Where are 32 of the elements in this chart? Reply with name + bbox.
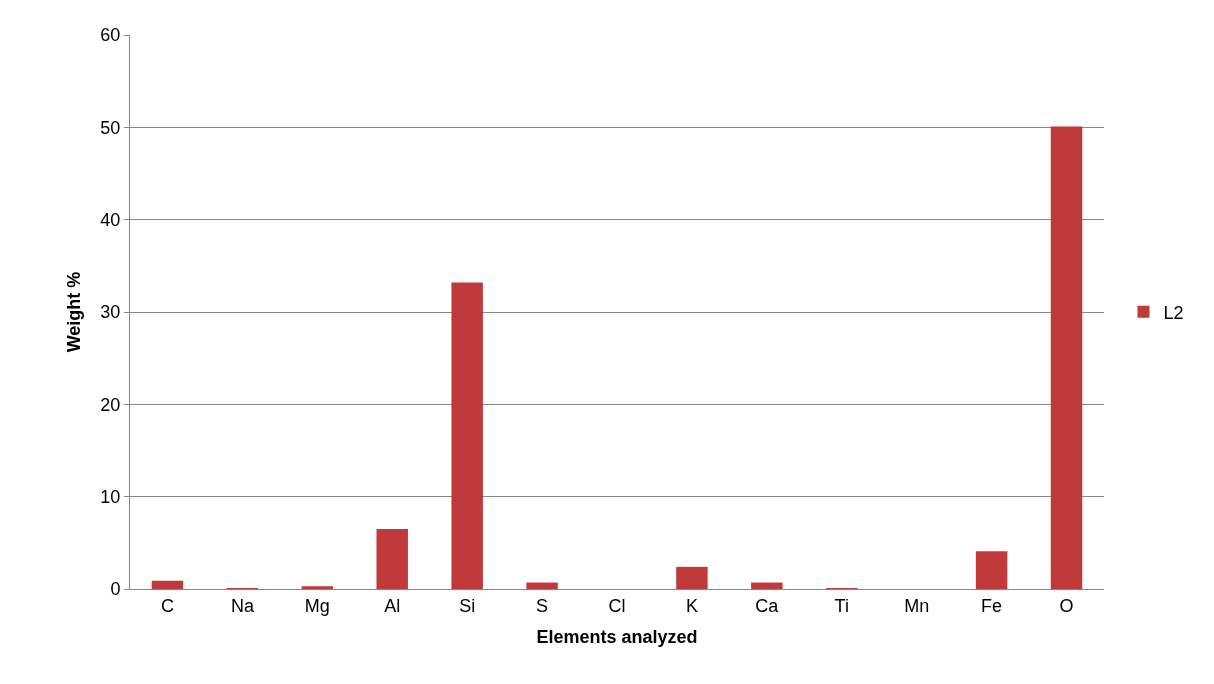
y-tick-label: 10	[100, 486, 121, 507]
y-tick-label: 30	[100, 302, 121, 323]
x-tick-label: Al	[384, 595, 401, 616]
x-tick-label: K	[685, 595, 698, 616]
bar	[376, 528, 408, 589]
x-axis-title: Elements analyzed	[536, 626, 698, 647]
x-tick-label: Si	[459, 595, 476, 616]
x-tick-label: Na	[230, 595, 255, 616]
y-tick-label: 20	[100, 394, 121, 415]
legend-label: L2	[1163, 302, 1184, 323]
x-tick-label: Mg	[304, 595, 330, 616]
y-tick-label: 60	[100, 25, 121, 46]
y-axis-title: Weight %	[63, 271, 84, 353]
y-tick-label: 50	[100, 117, 121, 138]
bar	[451, 282, 483, 589]
x-tick-label: Ca	[755, 595, 780, 616]
x-tick-label: Mn	[904, 595, 930, 616]
x-tick-label: Ti	[834, 595, 849, 616]
x-tick-label: S	[536, 595, 549, 616]
bar	[676, 566, 708, 589]
x-tick-label: C	[160, 595, 174, 616]
bar	[1050, 126, 1083, 589]
bar	[301, 586, 334, 589]
x-tick-label: Cl	[608, 595, 626, 616]
bar	[751, 582, 783, 589]
x-tick-label: O	[1059, 595, 1074, 616]
y-tick-label: 40	[100, 209, 121, 230]
bar	[526, 582, 558, 589]
bar	[975, 551, 1008, 589]
y-tick-label: 0	[110, 579, 121, 600]
x-tick-label: Fe	[981, 595, 1003, 616]
bar	[151, 580, 184, 589]
